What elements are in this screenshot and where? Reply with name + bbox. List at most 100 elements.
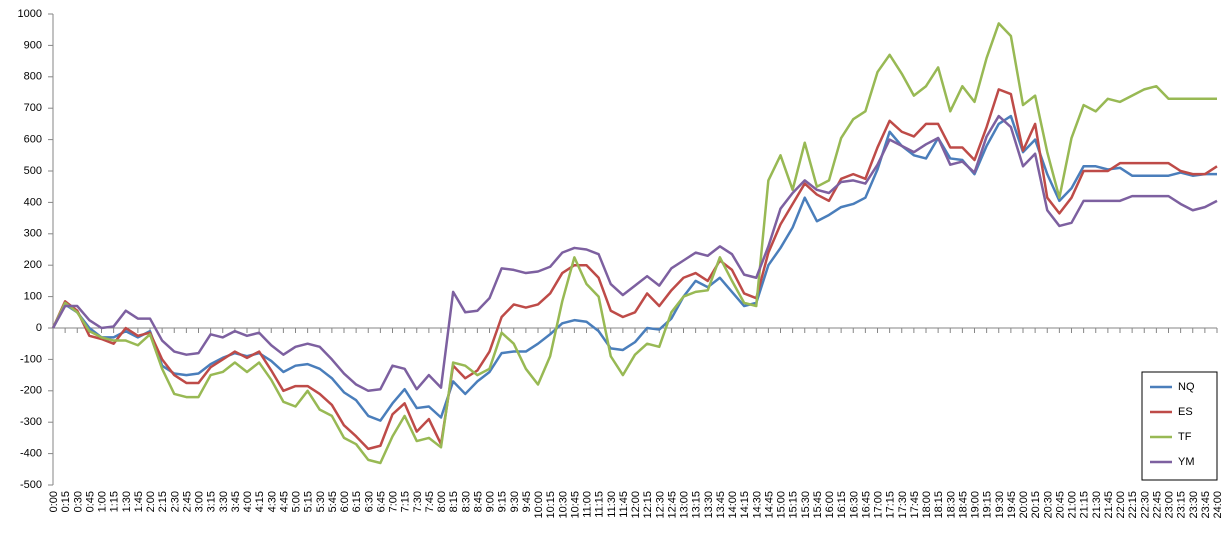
y-tick-label: -400 (20, 448, 42, 460)
x-tick-label: 13:45 (715, 491, 727, 519)
x-tick-label: 16:30 (848, 491, 860, 519)
x-tick-label: 2:30 (169, 491, 181, 512)
x-tick-label: 14:30 (751, 491, 763, 519)
x-tick-label: 3:15 (206, 491, 218, 512)
x-tick-label: 9:30 (509, 491, 521, 512)
x-tick-label: 21:30 (1091, 491, 1103, 519)
x-tick-label: 4:00 (242, 491, 254, 512)
x-tick-label: 23:30 (1188, 491, 1200, 519)
x-tick-label: 5:15 (303, 491, 315, 512)
x-tick-label: 9:45 (521, 491, 533, 512)
x-tick-label: 16:45 (860, 491, 872, 519)
x-tick-label: 12:30 (654, 491, 666, 519)
x-tick-label: 9:00 (485, 491, 497, 512)
x-tick-label: 18:00 (921, 491, 933, 519)
x-tick-label: 5:30 (315, 491, 327, 512)
x-tick-label: 15:00 (776, 491, 788, 519)
x-tick-label: 21:45 (1103, 491, 1115, 519)
x-tick-label: 22:30 (1139, 491, 1151, 519)
x-tick-label: 21:15 (1079, 491, 1091, 519)
x-tick-label: 12:15 (642, 491, 654, 519)
x-tick-label: 17:15 (885, 491, 897, 519)
x-tick-label: 10:15 (545, 491, 557, 519)
x-tick-label: 11:00 (582, 491, 594, 518)
x-tick-label: 1:30 (121, 491, 133, 512)
x-tick-label: 11:15 (594, 491, 606, 518)
x-tick-label: 23:45 (1200, 491, 1212, 519)
x-tick-label: 8:00 (436, 491, 448, 512)
y-tick-label: 0 (36, 322, 42, 334)
x-tick-label: 18:45 (957, 491, 969, 519)
x-tick-label: 12:00 (630, 491, 642, 519)
x-tick-label: 7:45 (424, 491, 436, 512)
x-tick-label: 2:15 (157, 491, 169, 512)
x-tick-label: 6:30 (363, 491, 375, 512)
y-tick-label: -100 (20, 353, 42, 365)
y-tick-label: 900 (24, 39, 42, 51)
x-tick-label: 18:30 (945, 491, 957, 519)
x-tick-label: 16:00 (824, 491, 836, 519)
x-tick-label: 17:30 (897, 491, 909, 519)
x-tick-label: 20:45 (1054, 491, 1066, 519)
series-line (51, 114, 1217, 422)
x-tick-label: 19:45 (1006, 491, 1018, 519)
x-tick-label: 1:00 (97, 491, 109, 512)
x-tick-label: 19:30 (994, 491, 1006, 519)
x-tick-label: 10:45 (569, 491, 581, 519)
y-tick-label: 1000 (18, 8, 42, 20)
y-tick-label: 800 (24, 71, 42, 83)
x-tick-label: 22:00 (1115, 491, 1127, 519)
y-tick-label: 600 (24, 134, 42, 146)
x-tick-label: 3:00 (194, 491, 206, 512)
x-tick-label: 0:15 (60, 491, 72, 512)
legend-label: TF (1178, 431, 1192, 443)
series-line (51, 88, 1218, 451)
x-tick-label: 8:15 (448, 491, 460, 512)
x-tick-label: 7:00 (388, 491, 400, 512)
x-tick-label: 2:45 (181, 491, 193, 512)
x-tick-label: 9:15 (497, 491, 509, 512)
x-tick-label: 20:15 (1030, 491, 1042, 519)
x-tick-label: 18:15 (933, 491, 945, 519)
x-tick-label: 0:45 (84, 491, 96, 512)
y-tick-label: 100 (24, 291, 42, 303)
x-tick-label: 17:00 (873, 491, 885, 519)
y-tick-label: -200 (20, 385, 42, 397)
x-tick-label: 16:15 (836, 491, 848, 519)
x-tick-label: 14:00 (727, 491, 739, 519)
x-tick-label: 6:00 (339, 491, 351, 512)
x-tick-label: 12:45 (666, 491, 678, 519)
x-tick-label: 21:00 (1067, 491, 1079, 519)
x-tick-label: 15:30 (800, 491, 812, 519)
x-tick-label: 8:45 (472, 491, 484, 512)
legend-label: NQ (1178, 381, 1195, 393)
y-tick-label: 500 (24, 165, 42, 177)
y-tick-label: 300 (24, 228, 42, 240)
y-tick-label: 700 (24, 102, 42, 114)
legend-label: ES (1178, 406, 1193, 418)
x-tick-label: 13:15 (691, 491, 703, 519)
x-tick-label: 22:45 (1151, 491, 1163, 519)
x-tick-label: 6:45 (375, 491, 387, 512)
x-tick-label: 7:30 (412, 491, 424, 512)
x-tick-label: 11:30 (606, 491, 618, 518)
x-tick-label: 0:00 (48, 491, 60, 512)
x-tick-label: 19:00 (970, 491, 982, 519)
x-tick-label: 1:15 (109, 491, 121, 512)
x-tick-label: 14:15 (739, 491, 751, 519)
x-tick-label: 20:30 (1042, 491, 1054, 519)
x-tick-label: 13:00 (679, 491, 691, 519)
x-tick-label: 4:45 (278, 491, 290, 512)
x-tick-label: 24:00 (1212, 491, 1224, 519)
x-tick-label: 4:15 (254, 491, 266, 512)
y-tick-label: 200 (24, 259, 42, 271)
x-tick-label: 15:45 (812, 491, 824, 519)
x-tick-label: 15:15 (788, 491, 800, 519)
y-tick-label: -300 (20, 416, 42, 428)
y-tick-label: -500 (20, 479, 42, 491)
series-line (51, 114, 1218, 393)
y-tick-label: 400 (24, 196, 42, 208)
x-tick-label: 6:15 (351, 491, 363, 512)
x-tick-label: 22:15 (1127, 491, 1139, 519)
x-tick-label: 3:45 (230, 491, 242, 512)
